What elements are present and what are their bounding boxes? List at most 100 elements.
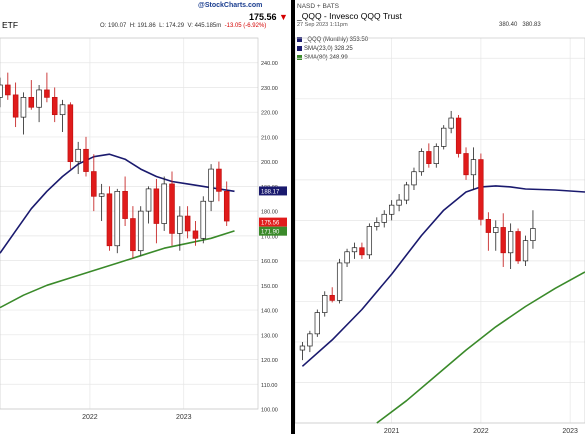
candle <box>522 235 529 266</box>
y-tick-label: 110.00 <box>261 383 277 389</box>
y-tick-label: 180.00 <box>261 210 278 216</box>
candle <box>75 141 81 175</box>
candle-body <box>161 183 167 224</box>
last-price-tag <box>259 217 287 227</box>
right-chart-panel: NASD + BATS _QQQ - Invesco QQQ Trust 27 … <box>295 0 585 434</box>
left-chart-title: ETF <box>2 20 19 30</box>
last-price-tag-label: 175.56 <box>261 221 280 227</box>
y-tick-label: 240.00 <box>261 61 278 67</box>
y-tick-label: 220.00 <box>261 111 278 117</box>
y-tick-label: 170.00 <box>261 234 278 240</box>
sma23-price-tag-label: 188.17 <box>261 189 280 195</box>
candle <box>515 228 521 264</box>
candle-body <box>20 97 27 118</box>
candle-body <box>455 117 462 154</box>
candle-body <box>403 184 410 201</box>
candle-body <box>106 193 113 247</box>
candle-body <box>130 218 136 252</box>
candle-body <box>192 230 199 239</box>
left-chart-header: ETF @StockCharts.com 175.56 ▼ O: 190.07 … <box>0 0 291 34</box>
candle <box>98 183 105 222</box>
candle-body <box>145 188 152 212</box>
candle-body <box>470 159 477 176</box>
left-ohlc-readout: O: 190.07 H: 191.86 L: 174.29 V: 445.185… <box>100 23 267 29</box>
candle-body <box>411 171 417 186</box>
candle <box>36 84 42 123</box>
candle-body <box>314 312 320 335</box>
candle-body <box>433 146 439 164</box>
candle <box>351 242 358 259</box>
candle-body <box>0 84 3 98</box>
candle-body <box>75 148 81 163</box>
candle-body <box>515 231 521 262</box>
candle <box>530 210 536 249</box>
candle-body <box>216 168 222 192</box>
y-tick-label: 150.00 <box>261 284 278 290</box>
candle <box>463 147 469 180</box>
candle-body <box>28 97 35 108</box>
right-chart-date: 27 Sep 2023 1:11pm <box>297 22 348 28</box>
candle <box>359 242 365 259</box>
candle-body <box>51 97 58 116</box>
candle <box>389 200 395 221</box>
legend-sma23-swatch <box>297 46 302 51</box>
sma23-line <box>301 185 585 367</box>
sma23-line <box>0 153 235 254</box>
candle-body <box>381 213 387 223</box>
candle-body <box>12 94 19 118</box>
candle <box>493 220 499 251</box>
y-tick-label: 200.00 <box>261 160 278 166</box>
candle <box>20 92 27 135</box>
candle <box>12 82 19 128</box>
candle-body <box>5 84 11 96</box>
legend-price-swatch <box>297 37 302 42</box>
candle <box>396 194 402 212</box>
candle-body <box>98 193 105 197</box>
candle-body <box>322 294 328 313</box>
candle <box>28 80 35 110</box>
candle <box>192 221 199 246</box>
candle <box>374 217 380 231</box>
candle <box>5 72 11 100</box>
sma23-price-tag <box>259 186 287 196</box>
sma80-price-tag <box>259 226 287 236</box>
candle-body <box>200 200 207 239</box>
right-chart-title: _QQQ - Invesco QQQ Trust <box>297 11 402 21</box>
candle-body <box>344 251 350 264</box>
left-last-price: 175.56 ▼ <box>249 12 288 22</box>
candle-body <box>137 210 144 252</box>
candle <box>216 161 222 202</box>
candle <box>500 213 506 267</box>
x-tick-label: 2023 <box>176 414 192 421</box>
right-exchange: NASD + BATS <box>297 3 339 10</box>
candle-body <box>122 190 128 219</box>
candle <box>485 212 491 251</box>
candle <box>59 99 66 132</box>
candle <box>106 186 113 251</box>
candle-body <box>374 222 380 227</box>
candle-body <box>299 345 306 351</box>
y-tick-label: 230.00 <box>261 86 278 92</box>
candle <box>314 309 320 337</box>
candle-body <box>169 183 175 234</box>
candle-body <box>478 159 484 220</box>
candle <box>366 223 373 259</box>
candle <box>51 87 58 123</box>
candle-body <box>366 226 373 256</box>
candle <box>403 181 410 205</box>
candle <box>322 291 328 317</box>
candle-body <box>493 227 499 233</box>
candle-body <box>36 89 42 108</box>
y-tick-label: 160.00 <box>261 259 278 265</box>
candle <box>91 154 97 212</box>
y-tick-label: 100.00 <box>261 408 278 414</box>
candle <box>426 143 432 168</box>
candle <box>184 206 191 239</box>
candle-body <box>500 227 506 254</box>
x-tick-label: 2021 <box>384 428 400 434</box>
candle <box>336 258 343 304</box>
candle <box>130 206 136 259</box>
candle-body <box>223 190 230 222</box>
candle <box>507 223 514 269</box>
candle <box>114 188 121 254</box>
